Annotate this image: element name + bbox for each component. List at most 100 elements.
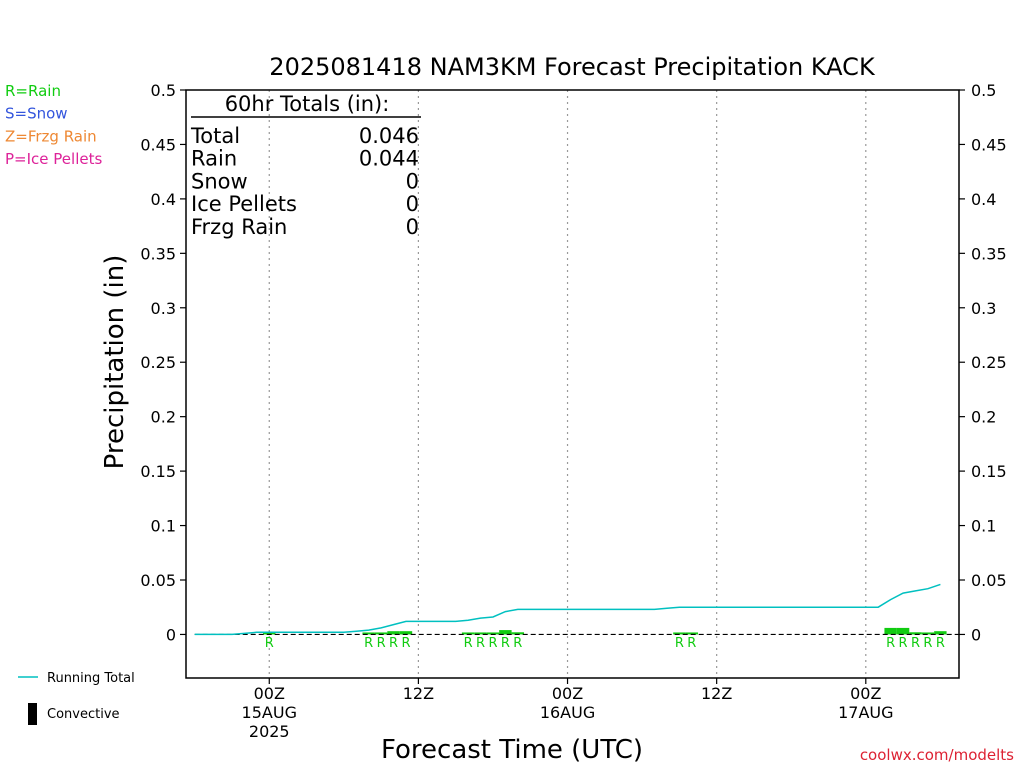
ptype-marker: R [675, 636, 684, 651]
ptype-marker: R [936, 636, 945, 651]
y-tick-label-left: 0.05 [140, 571, 176, 590]
precip-bar [499, 630, 512, 635]
x-tick-label: 00Z [552, 684, 583, 703]
y-tick-label-left: 0 [166, 625, 176, 644]
precip-bar [362, 632, 375, 635]
ptype-legend-entry: P=Ice Pellets [5, 150, 102, 168]
x-axis-title: Forecast Time (UTC) [381, 735, 643, 765]
precip-bar [909, 632, 922, 635]
y-tick-label-left: 0.35 [140, 244, 176, 263]
convective-legend-swatch [28, 703, 37, 725]
precip-bars [263, 627, 947, 635]
totals-row-value: 0.046 [359, 124, 419, 148]
precip-bar [934, 631, 947, 635]
y-tick-label-left: 0.3 [151, 299, 176, 318]
x-tick-label: 15AUG [242, 703, 297, 722]
y-tick-label-right: 0.3 [971, 299, 996, 318]
ptype-marker: R [401, 636, 410, 651]
series-legend-label: Convective [47, 707, 120, 722]
y-tick-label-left: 0.5 [151, 81, 176, 100]
ptype-marker: R [265, 636, 274, 651]
precip-bar [884, 627, 897, 635]
ptype-legend-entry: R=Rain [5, 82, 61, 100]
ptype-legend-entry: Z=Frzg Rain [5, 127, 97, 145]
totals-row-label: Ice Pellets [191, 192, 297, 216]
ptype-legend: R=Rain S=Snow Z=Frzg Rain P=Ice Pellets [5, 82, 102, 168]
ptype-marker: R [911, 636, 920, 651]
x-tick-label: 00Z [254, 684, 285, 703]
totals-row-label: Snow [191, 169, 248, 193]
y-tick-label-right: 0.35 [971, 244, 1007, 263]
ptype-legend-entry: S=Snow [5, 105, 68, 123]
y-tick-label-right: 0 [971, 625, 981, 644]
precip-bar [921, 632, 935, 635]
y-tick-label-right: 0.5 [971, 81, 996, 100]
ptype-marker: R [687, 636, 696, 651]
precip-bar [896, 627, 910, 635]
x-tick-label: 16AUG [540, 703, 595, 722]
ptype-marker: R [464, 636, 473, 651]
plot-frame [185, 89, 960, 679]
y-tick-label-right: 0.25 [971, 353, 1007, 372]
y-axis-right: 0 0.05 0.1 0.15 0.2 0.25 0.3 0.35 0.4 0.45 0.5 [959, 81, 1007, 644]
totals-row-label: Total [190, 124, 240, 148]
precip-bar [263, 632, 276, 635]
x-tick-label: 2025 [249, 722, 290, 741]
running-total-polyline [194, 583, 941, 636]
grid-lines [268, 90, 867, 678]
y-tick-label-left: 0.2 [151, 408, 176, 427]
ptype-marker: R [513, 636, 522, 651]
y-tick-label-right: 0.45 [971, 135, 1007, 154]
precip-bar [486, 632, 500, 635]
ptype-marker: R [501, 636, 510, 651]
y-tick-label-left: 0.25 [140, 353, 176, 372]
totals-row-label: Rain [191, 147, 237, 171]
ptype-marker: R [923, 636, 932, 651]
totals-row-value: 0 [406, 215, 419, 239]
precip-bar [374, 632, 388, 635]
x-tick-label: 12Z [701, 684, 732, 703]
precip-bar [673, 632, 686, 635]
y-tick-label-right: 0.05 [971, 571, 1007, 590]
precip-bar [461, 632, 475, 635]
y-axis-left: 0 0.05 0.1 0.15 0.2 0.25 0.3 0.35 0.4 0.45 0.5 [140, 81, 186, 644]
ptype-marker: R [476, 636, 485, 651]
x-tick-label: 12Z [403, 684, 434, 703]
credit-link[interactable]: coolwx.com/modelts [860, 746, 1014, 764]
precip-bar [685, 632, 699, 635]
totals-row-value: 0 [406, 192, 419, 216]
totals-row-label: Frzg Rain [191, 215, 287, 239]
chart-title: 2025081418 NAM3KM Forecast Precipitation… [269, 53, 876, 81]
totals-rows: Total 0.046 Rain 0.044 Snow 0 Ice Pellets 0 Frzg… [190, 124, 419, 239]
y-tick-label-right: 0.1 [971, 517, 996, 536]
totals-row-value: 0 [406, 169, 419, 193]
ptype-marker: R [389, 636, 398, 651]
y-tick-label-left: 0.45 [140, 135, 176, 154]
y-axis-title: Precipitation (in) [100, 255, 130, 470]
x-tick-label: 17AUG [838, 703, 893, 722]
ptype-marker: R [899, 636, 908, 651]
x-tick-label: 00Z [850, 684, 881, 703]
precip-bar [474, 632, 487, 635]
precip-bar [399, 631, 413, 635]
totals-box: 60hr Totals (in): Total 0.046 Rain 0.044 Sno… [190, 92, 421, 239]
y-tick-label-left: 0.4 [151, 190, 176, 209]
y-tick-label-right: 0.15 [971, 462, 1007, 481]
ptype-marker: R [488, 636, 497, 651]
series-legend-label: Running Total [47, 671, 135, 686]
precip-bar [387, 631, 400, 635]
y-tick-label-right: 0.2 [971, 408, 996, 427]
y-tick-label-right: 0.4 [971, 190, 996, 209]
ptype-marker: R [377, 636, 386, 651]
y-tick-label-left: 0.1 [151, 517, 176, 536]
totals-row-value: 0.044 [359, 147, 419, 171]
series-legend: Running Total Convective [18, 671, 135, 725]
y-tick-label-left: 0.15 [140, 462, 176, 481]
ptype-marker: R [886, 636, 895, 651]
running-total-line [194, 583, 941, 636]
precip-bar [511, 632, 525, 635]
totals-heading: 60hr Totals (in): [225, 92, 390, 116]
